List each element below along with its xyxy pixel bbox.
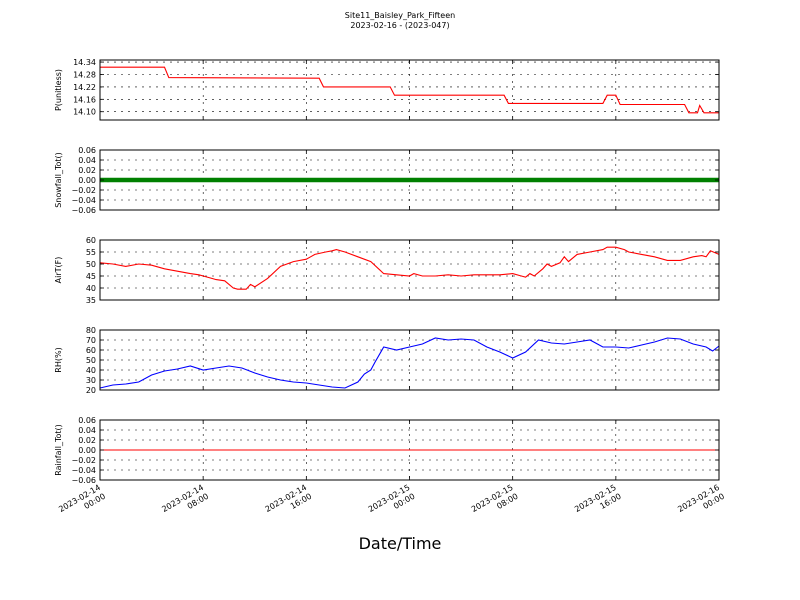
y-tick-label: 60 [86,236,96,245]
y-tick-label: 40 [86,284,96,293]
y-tick-label: 14.10 [73,108,96,117]
series-line [100,66,719,114]
x-axis-label: Date/Time [358,534,442,553]
y-tick-label: 0.02 [78,166,96,175]
y-tick-label: 0.04 [78,156,96,165]
y-tick-label: 14.22 [73,83,96,92]
y-tick-label: −0.06 [71,206,96,215]
y-tick-label: −0.04 [71,196,96,205]
y-axis-label: RH(%) [54,347,63,372]
x-tick-label: 2023-02-1408:00 [160,483,210,523]
y-tick-label: −0.04 [71,466,96,475]
y-tick-label: 50 [86,260,96,269]
y-tick-label: 30 [86,376,96,385]
y-tick-label: 45 [86,272,96,281]
y-tick-label: 14.16 [73,95,96,104]
x-tick-label: 2023-02-1508:00 [470,483,520,523]
panel-1: 14.34 14.28 14.22 14.16 14.10 P(unitless) [54,58,720,121]
y-tick-label: 35 [86,296,96,305]
y-axis-label: AirT(F) [54,257,63,284]
x-tick-label: 2023-02-1516:00 [573,483,623,523]
series-line [99,246,720,290]
x-tick-label: 2023-02-1500:00 [367,483,417,523]
y-tick-label: 14.34 [73,58,96,67]
y-tick-label: −0.02 [71,186,96,195]
y-tick-label: 55 [86,248,96,257]
y-tick-label: 80 [86,326,96,335]
x-tick-label: 2023-02-1600:00 [676,483,726,523]
y-axis-label: P(unitless) [54,69,63,111]
chart-subtitle: 2023-02-16 - (2023-047) [350,21,450,30]
y-tick-label: 50 [86,356,96,365]
y-tick-label: 0.06 [78,416,96,425]
panel-3: 60 55 50 45 40 35 AirT(F) [54,236,720,305]
y-tick-label: 40 [86,366,96,375]
x-tick-label: 2023-02-1416:00 [264,483,314,523]
series-line [99,337,720,389]
y-tick-label: 0.00 [78,176,96,185]
panel-5: 0.060.040.020.00−0.02−0.04−0.06 Rainfall_… [54,416,720,485]
y-tick-label: 60 [86,346,96,355]
y-tick-label: 0.02 [78,436,96,445]
y-tick-label: 20 [86,386,96,395]
y-tick-label: 0.06 [78,146,96,155]
y-tick-label: 70 [86,336,96,345]
panel-2: 0.060.040.020.00−0.02−0.04−0.06 Snowfall_… [54,146,720,215]
y-tick-label: 14.28 [73,70,96,79]
y-axis-label: Rainfall_Tot() [54,424,63,476]
y-tick-label: −0.02 [71,456,96,465]
y-tick-label: 0.00 [78,446,96,455]
y-axis-label: Snowfall_Tot() [54,152,63,208]
y-tick-label: −0.06 [71,476,96,485]
y-tick-label: 0.04 [78,426,96,435]
chart-title: Site11_Baisley_Park_Fifteen [344,11,456,20]
x-tick-label: 2023-02-1400:00 [57,483,107,523]
